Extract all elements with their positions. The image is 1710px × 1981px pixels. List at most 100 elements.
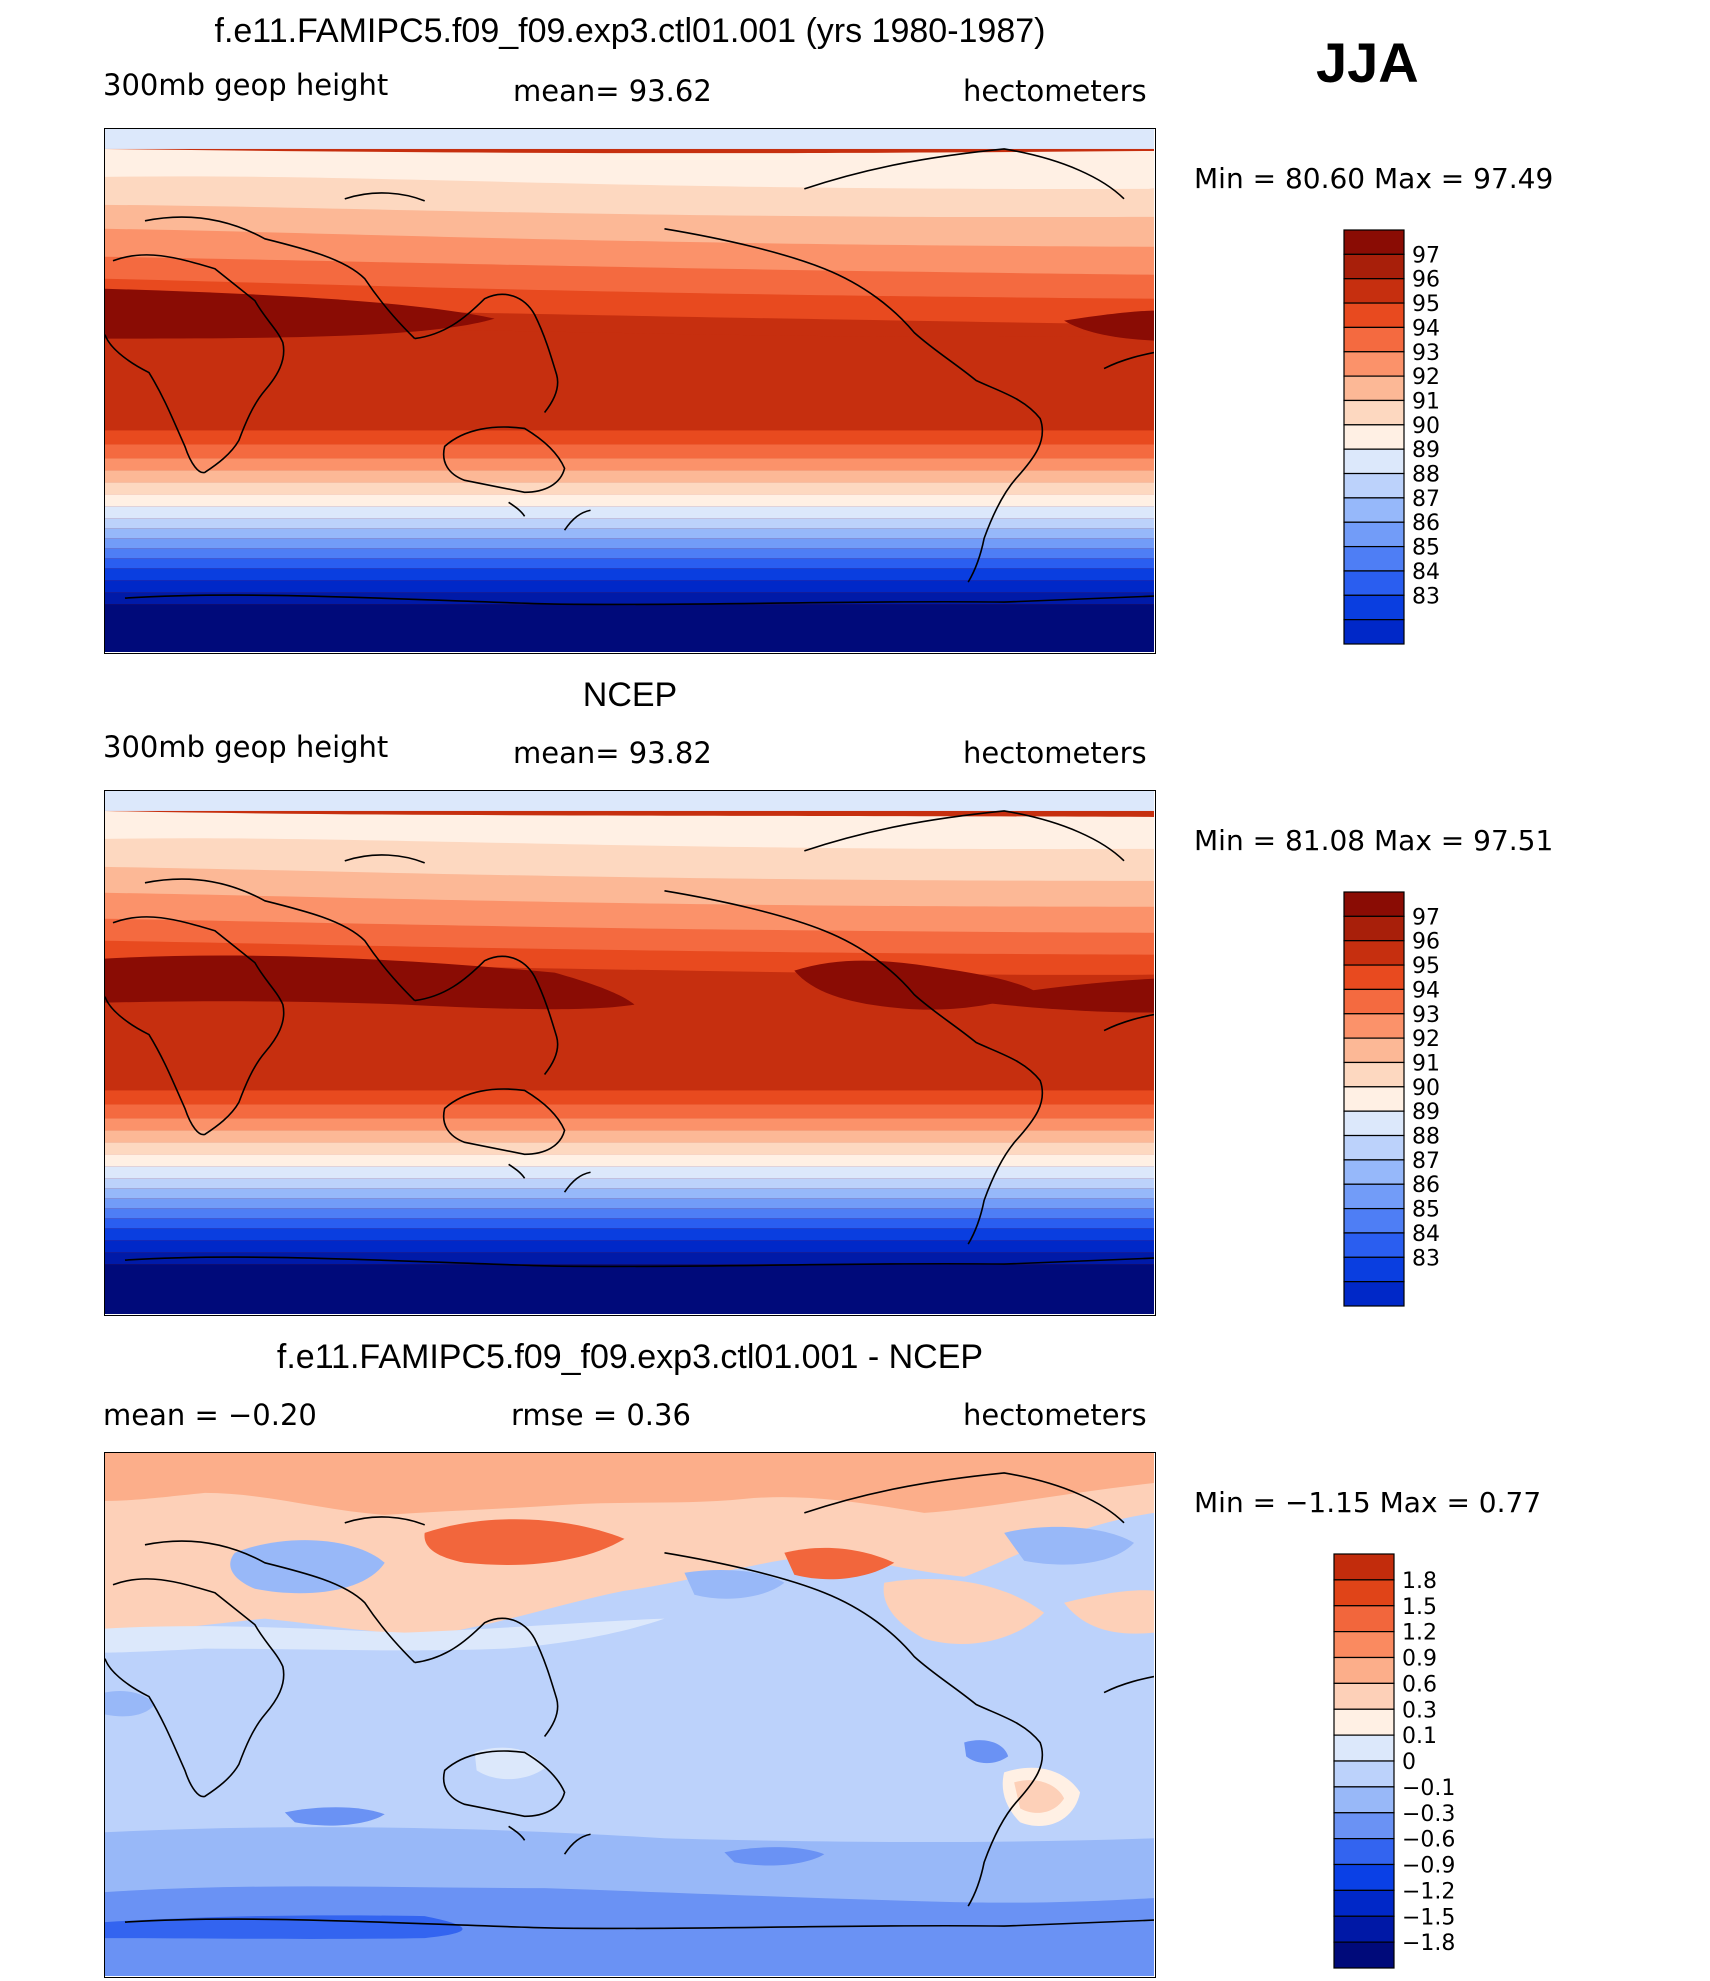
panel-1-colorbar-swatch bbox=[1343, 375, 1405, 402]
panel-2-colorbar-swatch bbox=[1343, 1281, 1405, 1307]
panel-3-colorbar: 1.81.51.20.90.60.30.10−0.1−0.3−0.6−0.9−1… bbox=[1333, 1553, 1455, 1969]
panel-3-colorbar-label: −1.8 bbox=[1402, 1931, 1455, 1956]
panel-3-colorbar-label: −1.5 bbox=[1402, 1905, 1455, 1930]
panel-1-colorbar-swatch bbox=[1343, 521, 1405, 548]
season-label: JJA bbox=[1316, 31, 1419, 94]
panel-2-colorbar-label: 96 bbox=[1412, 930, 1440, 955]
panel-2-title: NCEP bbox=[582, 676, 678, 714]
panel-3-colorbar-labels: 1.81.51.20.90.60.30.10−0.1−0.3−0.6−0.9−1… bbox=[1402, 1569, 1455, 1956]
panel-1-colorbar-swatch bbox=[1343, 424, 1405, 450]
panel-3-title: f.e11.FAMIPC5.f09_f09.exp3.ctl01.001 - N… bbox=[276, 1338, 984, 1376]
panel-1-title: f.e11.FAMIPC5.f09_f09.exp3.ctl01.001 (yr… bbox=[214, 12, 1046, 50]
panel-1-colorbar-label: 89 bbox=[1412, 438, 1440, 463]
panel-2-colorbar-swatch bbox=[1343, 915, 1405, 942]
panel-2-colorbar-label: 93 bbox=[1412, 1003, 1440, 1028]
panel-2-colorbar-label: 94 bbox=[1412, 978, 1440, 1003]
panel-2-colorbar-swatches bbox=[1343, 891, 1405, 1307]
panel-2-colorbar-label: 83 bbox=[1412, 1246, 1440, 1271]
panel-2-colorbar-swatch bbox=[1343, 988, 1405, 1015]
panel-2-variable-label: 300mb geop height bbox=[103, 730, 389, 764]
panel-1-colorbar-label: 83 bbox=[1412, 584, 1440, 609]
panel-3-map bbox=[104, 1452, 1156, 1978]
panel-2-colorbar-swatch bbox=[1343, 1086, 1405, 1112]
panel-3-colorbar-label: 0.9 bbox=[1402, 1647, 1437, 1672]
panel-2-mean-label: mean= 93.82 bbox=[513, 736, 712, 770]
panel-3-contour-field bbox=[104, 1453, 1155, 1976]
panel-2-colorbar-label: 91 bbox=[1412, 1051, 1440, 1076]
panel-2-colorbar-swatch bbox=[1343, 1183, 1405, 1210]
panel-3-colorbar-swatch bbox=[1333, 1682, 1395, 1710]
panel-1-mean-label: mean= 93.62 bbox=[513, 74, 712, 108]
panel-1-colorbar-label: 94 bbox=[1412, 316, 1440, 341]
panel-2-colorbar-label: 90 bbox=[1412, 1076, 1440, 1101]
panel-2-colorbar-swatch bbox=[1343, 1207, 1405, 1234]
panel-3-colorbar-swatch bbox=[1333, 1605, 1395, 1633]
panel-2-colorbar-swatch bbox=[1343, 940, 1405, 966]
panel-2-colorbar-swatch bbox=[1343, 891, 1405, 917]
panel-3-colorbar-label: 0.3 bbox=[1402, 1698, 1437, 1723]
panel-1-colorbar-label: 87 bbox=[1412, 487, 1440, 512]
panel-1-colorbar-swatch bbox=[1343, 570, 1405, 596]
panel-3-colorbar-swatch bbox=[1333, 1760, 1395, 1788]
panel-2-colorbar-label: 95 bbox=[1412, 954, 1440, 979]
panel-1-colorbar-swatch bbox=[1343, 253, 1405, 280]
panel-1-colorbar-swatch bbox=[1343, 472, 1405, 499]
panel-1-colorbar-label: 88 bbox=[1412, 463, 1440, 488]
panel-1-colorbar-label: 86 bbox=[1412, 511, 1440, 536]
panel-1-colorbar-swatch bbox=[1343, 497, 1405, 523]
panel-3-colorbar-swatch bbox=[1333, 1863, 1395, 1891]
panel-1-colorbar-swatch bbox=[1343, 302, 1405, 329]
panel-2-map bbox=[104, 790, 1156, 1316]
panel-2-colorbar-label: 86 bbox=[1412, 1173, 1440, 1198]
panel-3-colorbar-swatches bbox=[1333, 1553, 1395, 1969]
panel-2-colorbar-label: 89 bbox=[1412, 1100, 1440, 1125]
panel-3-colorbar-label: 0 bbox=[1402, 1750, 1416, 1775]
panel-1-colorbar-swatch bbox=[1343, 619, 1405, 645]
panel-3-colorbar-label: −1.2 bbox=[1402, 1879, 1455, 1904]
panel-2-colorbar-swatch bbox=[1343, 1061, 1405, 1088]
panel-1-units-label: hectometers bbox=[963, 74, 1147, 108]
panel-1-colorbar-label: 92 bbox=[1412, 365, 1440, 390]
panel-2-colorbar-swatch bbox=[1343, 1110, 1405, 1137]
panel-2-colorbar-swatch bbox=[1343, 1013, 1405, 1039]
panel-3-colorbar-swatch bbox=[1333, 1838, 1395, 1866]
panel-1-colorbar-label: 95 bbox=[1412, 292, 1440, 317]
panel-1-colorbar-swatch bbox=[1343, 229, 1405, 255]
panel-3-colorbar-label: −0.9 bbox=[1402, 1854, 1455, 1879]
panel-1-colorbar-label: 90 bbox=[1412, 414, 1440, 439]
panel-1-contour-field bbox=[104, 129, 1155, 652]
panel-1-colorbar-swatch bbox=[1343, 278, 1405, 304]
panel-2-units-label: hectometers bbox=[963, 736, 1147, 770]
panel-3-colorbar-label: 0.1 bbox=[1402, 1724, 1437, 1749]
panel-3-colorbar-label: 1.2 bbox=[1402, 1621, 1437, 1646]
panel-2-colorbar-swatch bbox=[1343, 1159, 1405, 1185]
panel-3-colorbar-swatch bbox=[1333, 1941, 1395, 1969]
panel-2-colorbar-swatch bbox=[1343, 1134, 1405, 1161]
panel-2-minmax: Min = 81.08 Max = 97.51 bbox=[1194, 824, 1554, 857]
panel-3-colorbar-label: 1.8 bbox=[1402, 1569, 1437, 1594]
panel-3-colorbar-swatch bbox=[1333, 1812, 1395, 1840]
panel-1-colorbar-label: 91 bbox=[1412, 389, 1440, 414]
panel-1-colorbar-label: 84 bbox=[1412, 560, 1440, 585]
panel-1-colorbar-label: 93 bbox=[1412, 341, 1440, 366]
panel-1-colorbar-swatches bbox=[1343, 229, 1405, 645]
panel-3-colorbar-label: −0.3 bbox=[1402, 1802, 1455, 1827]
panel-2-colorbar-label: 92 bbox=[1412, 1027, 1440, 1052]
panel-1-minmax: Min = 80.60 Max = 97.49 bbox=[1194, 162, 1554, 195]
panel-3-colorbar-swatch bbox=[1333, 1656, 1395, 1684]
panel-1-colorbar-swatch bbox=[1343, 594, 1405, 621]
panel-3-units-label: hectometers bbox=[963, 1398, 1147, 1432]
panel-2-colorbar-label: 88 bbox=[1412, 1125, 1440, 1150]
panel-1-colorbar-swatch bbox=[1343, 448, 1405, 475]
panel-2-contour-field bbox=[104, 791, 1155, 1314]
panel-3-colorbar-swatch bbox=[1333, 1631, 1395, 1659]
panel-2-colorbar-label: 97 bbox=[1412, 905, 1440, 930]
panel-3-colorbar-swatch bbox=[1333, 1553, 1395, 1581]
panel-2-colorbar-swatch bbox=[1343, 1256, 1405, 1283]
panel-1-colorbar-label: 96 bbox=[1412, 268, 1440, 293]
panel-3-colorbar-label: 0.6 bbox=[1402, 1672, 1437, 1697]
panel-3-mean-label: mean = −0.20 bbox=[103, 1398, 317, 1432]
